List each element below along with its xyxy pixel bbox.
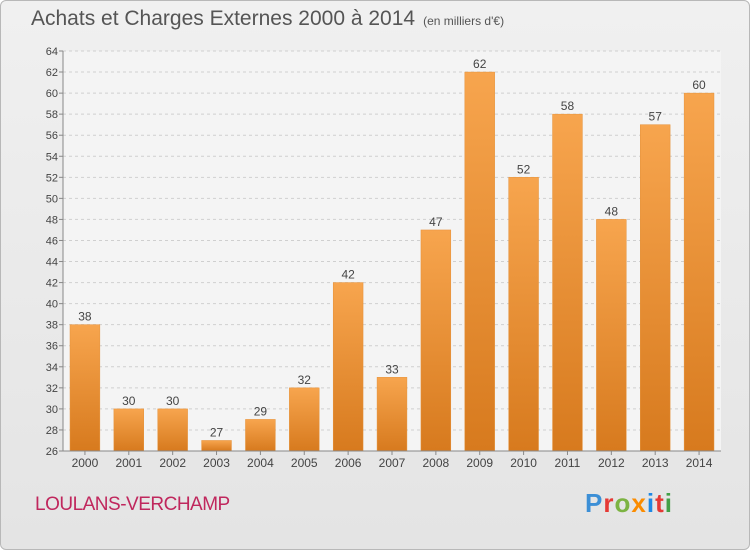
bar: [332, 282, 364, 452]
y-tick-label: 46: [46, 235, 58, 247]
bar-value-label: 52: [517, 162, 531, 176]
logo-letter: i: [646, 488, 656, 518]
bar: [552, 113, 583, 452]
proxiti-logo[interactable]: Proxiti: [585, 488, 673, 519]
logo-letter: i: [664, 488, 673, 518]
bar-value-label: 62: [473, 57, 487, 71]
bar: [420, 229, 452, 452]
x-tick-label: 2009: [466, 456, 493, 470]
y-tick-label: 52: [46, 172, 58, 184]
bar: [464, 71, 495, 452]
logo-letter: r: [603, 488, 615, 518]
bar: [596, 219, 627, 452]
x-tick-label: 2014: [686, 456, 713, 470]
logo-letter: o: [614, 488, 632, 518]
y-tick-label: 42: [46, 278, 58, 290]
bar-value-label: 48: [605, 204, 619, 218]
bar-value-label: 47: [429, 215, 443, 229]
logo-letter: x: [631, 488, 647, 518]
city-name: LOULANS-VERCHAMP: [35, 494, 230, 515]
bar: [683, 92, 715, 452]
labels: 26 28 30 32 34 36 38 40 42 44 46 48 50 52 54 56 58 60 62 64…: [46, 46, 713, 470]
y-tick-label: 48: [46, 214, 58, 226]
x-tick-label: 2006: [335, 456, 362, 470]
x-tick-label: 2004: [247, 456, 274, 470]
y-tick-label: 38: [46, 320, 58, 332]
x-tick-label: 2001: [115, 456, 142, 470]
x-tick-label: 2012: [598, 456, 625, 470]
bar: [69, 324, 101, 452]
bar: [376, 377, 408, 452]
bar-value-label: 58: [561, 99, 575, 113]
x-tick-label: 2011: [555, 456, 581, 470]
y-tick-label: 62: [46, 67, 58, 79]
y-tick-label: 26: [46, 446, 58, 458]
y-tick-label: 30: [46, 404, 58, 416]
y-tick-label: 60: [46, 88, 58, 100]
y-tick-label: 50: [46, 193, 58, 205]
bar: [113, 408, 144, 452]
logo-letter: t: [655, 488, 665, 518]
y-tick-label: 36: [46, 341, 58, 353]
y-tick-label: 32: [46, 383, 58, 395]
bar: [245, 419, 276, 452]
bar: [201, 440, 232, 452]
x-tick-label: 2005: [291, 456, 318, 470]
y-tick-label: 34: [46, 362, 58, 374]
x-tick-label: 2013: [642, 456, 669, 470]
bar-value-label: 38: [78, 310, 92, 324]
x-tick-label: 2003: [203, 456, 230, 470]
x-tick-label: 2000: [72, 456, 99, 470]
bar-value-label: 30: [166, 394, 180, 408]
bar-value-label: 57: [649, 110, 663, 124]
bar-value-label: 33: [385, 362, 399, 376]
y-tick-label: 64: [46, 46, 58, 58]
axes: [59, 50, 721, 455]
bar: [508, 177, 539, 452]
x-tick-label: 2002: [159, 456, 186, 470]
y-tick-label: 40: [46, 299, 58, 311]
y-tick-label: 28: [46, 425, 58, 437]
x-tick-label: 2008: [423, 456, 450, 470]
bar: [289, 387, 320, 452]
x-tick-label: 2010: [510, 456, 537, 470]
chart-title: Achats et Charges Externes 2000 à 2014 (e…: [31, 7, 504, 31]
chart-subtitle: (en milliers d'€): [423, 14, 505, 28]
bar: [157, 408, 188, 452]
bar-value-label: 29: [254, 404, 268, 418]
y-tick-label: 56: [46, 130, 58, 142]
bar-value-label: 27: [210, 425, 224, 439]
bar-value-label: 42: [341, 268, 355, 282]
bar-value-label: 60: [692, 78, 706, 92]
bar-value-label: 30: [122, 394, 136, 408]
chart-title-text: Achats et Charges Externes 2000 à 2014: [31, 7, 416, 30]
y-tick-label: 58: [46, 109, 58, 121]
x-tick-label: 2007: [379, 456, 406, 470]
bar-value-label: 32: [298, 373, 312, 387]
y-tick-label: 54: [46, 151, 58, 163]
y-tick-label: 44: [46, 257, 58, 269]
bar: [640, 124, 671, 452]
bars: [69, 71, 715, 452]
logo-letter: P: [585, 488, 604, 518]
